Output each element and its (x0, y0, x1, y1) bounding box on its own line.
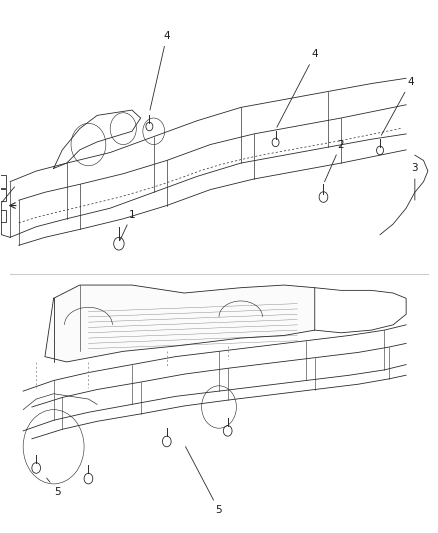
Text: 1: 1 (120, 209, 135, 240)
Text: 4: 4 (150, 31, 170, 110)
FancyBboxPatch shape (0, 210, 6, 222)
Text: 2: 2 (325, 140, 344, 182)
Text: 3: 3 (412, 164, 418, 200)
Text: 4: 4 (277, 50, 318, 127)
Text: 5: 5 (47, 478, 61, 497)
Text: 5: 5 (185, 447, 223, 515)
Polygon shape (45, 285, 315, 362)
FancyBboxPatch shape (0, 175, 6, 188)
Text: 4: 4 (381, 77, 414, 135)
FancyBboxPatch shape (0, 189, 6, 201)
